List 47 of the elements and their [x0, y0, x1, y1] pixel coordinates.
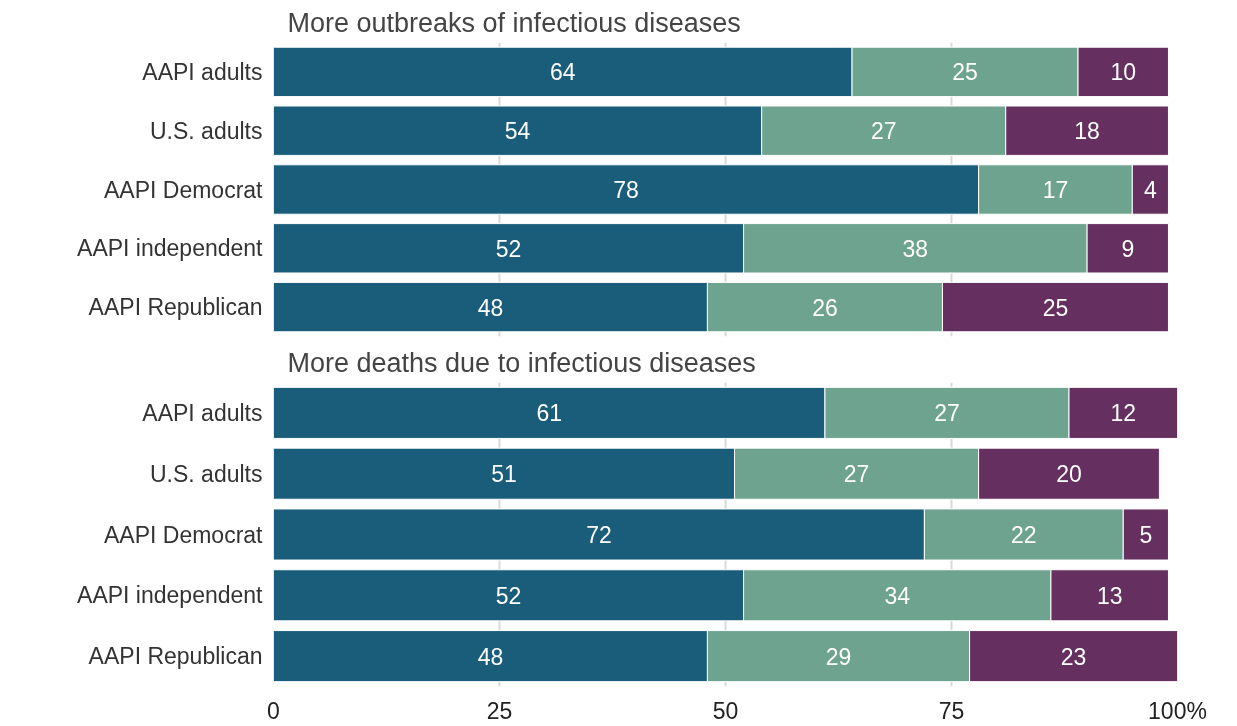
x-tick-label: 100%: [1148, 697, 1207, 724]
x-tick-label: 50: [712, 697, 739, 724]
data-label: 12: [1110, 400, 1137, 427]
y-tick-label: AAPI Republican: [88, 643, 263, 670]
data-label: 29: [825, 643, 852, 670]
data-label: 25: [1042, 294, 1069, 321]
data-label: 26: [812, 294, 838, 321]
data-label: 13: [1096, 582, 1123, 609]
data-label: 23: [1060, 643, 1087, 670]
data-label: 27: [843, 461, 870, 488]
y-tick-label: AAPI Democrat: [104, 521, 264, 548]
data-label: 54: [504, 118, 531, 145]
data-label: 48: [477, 294, 504, 321]
chart-title: More outbreaks of infectious diseases: [287, 7, 741, 38]
data-label: 51: [491, 461, 517, 488]
data-label: 52: [495, 582, 522, 609]
data-label: 9: [1121, 235, 1135, 262]
data-label: 22: [1011, 522, 1037, 548]
data-label: 20: [1056, 461, 1082, 488]
data-label: 78: [613, 177, 639, 203]
y-tick-label: U.S. adults: [150, 117, 263, 144]
data-label: 38: [902, 235, 929, 262]
data-label: 17: [1042, 177, 1069, 203]
data-label: 52: [495, 235, 522, 262]
y-tick-label: AAPI Republican: [88, 294, 263, 321]
data-label: 27: [870, 118, 897, 145]
y-tick-label: AAPI adults: [142, 58, 263, 85]
x-tick-label: 75: [938, 697, 965, 724]
y-tick-label: AAPI independent: [77, 582, 264, 609]
data-label: 34: [884, 582, 911, 609]
y-tick-label: U.S. adults: [150, 460, 263, 487]
x-tick-label: 0: [267, 697, 280, 724]
y-tick-label: AAPI Democrat: [104, 176, 264, 203]
data-label: 27: [934, 400, 960, 427]
data-label: 5: [1139, 522, 1153, 548]
chart-title: More deaths due to infectious diseases: [287, 347, 756, 378]
data-label: 64: [549, 59, 576, 86]
data-label: 61: [536, 400, 563, 427]
data-label: 4: [1143, 177, 1157, 203]
data-label: 10: [1110, 59, 1137, 86]
y-tick-label: AAPI adults: [142, 399, 263, 426]
data-label: 18: [1074, 118, 1100, 145]
data-label: 25: [952, 59, 978, 86]
y-tick-label: AAPI independent: [77, 235, 264, 262]
data-label: 48: [477, 643, 504, 670]
x-tick-label: 25: [486, 697, 513, 724]
data-label: 72: [586, 522, 612, 548]
